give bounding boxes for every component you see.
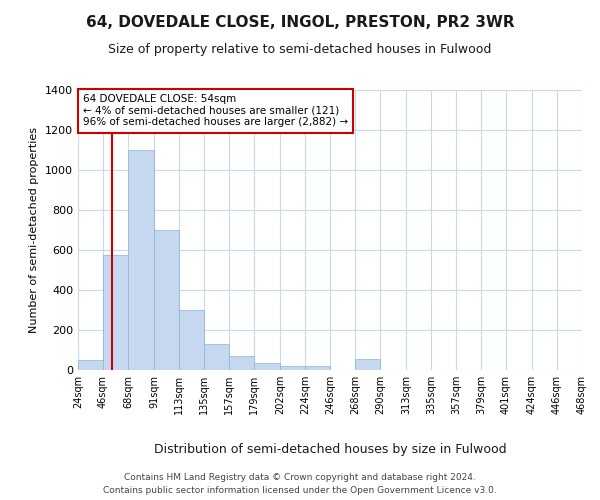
Bar bbox=[254, 363, 280, 370]
Bar bbox=[305, 366, 330, 370]
Bar bbox=[154, 230, 179, 370]
Bar bbox=[280, 366, 305, 370]
Bar bbox=[229, 356, 254, 370]
Bar bbox=[179, 310, 204, 370]
Text: 64 DOVEDALE CLOSE: 54sqm
← 4% of semi-detached houses are smaller (121)
96% of s: 64 DOVEDALE CLOSE: 54sqm ← 4% of semi-de… bbox=[83, 94, 348, 128]
Text: Contains public sector information licensed under the Open Government Licence v3: Contains public sector information licen… bbox=[103, 486, 497, 495]
Bar bbox=[103, 255, 128, 370]
Y-axis label: Number of semi-detached properties: Number of semi-detached properties bbox=[29, 127, 40, 333]
Bar bbox=[355, 359, 380, 370]
Bar bbox=[78, 360, 103, 370]
Text: Size of property relative to semi-detached houses in Fulwood: Size of property relative to semi-detach… bbox=[109, 42, 491, 56]
Bar bbox=[204, 344, 229, 370]
Text: Contains HM Land Registry data © Crown copyright and database right 2024.: Contains HM Land Registry data © Crown c… bbox=[124, 472, 476, 482]
Text: Distribution of semi-detached houses by size in Fulwood: Distribution of semi-detached houses by … bbox=[154, 442, 506, 456]
Bar bbox=[128, 150, 154, 370]
Text: 64, DOVEDALE CLOSE, INGOL, PRESTON, PR2 3WR: 64, DOVEDALE CLOSE, INGOL, PRESTON, PR2 … bbox=[86, 15, 514, 30]
